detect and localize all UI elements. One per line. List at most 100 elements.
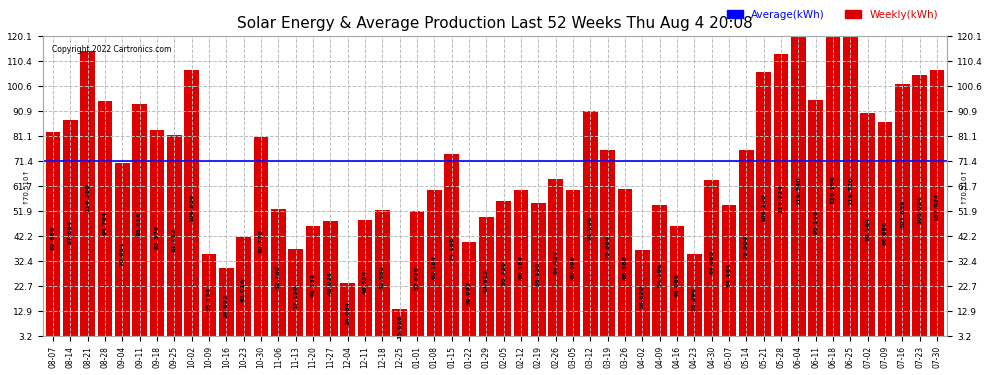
Bar <box>341 282 355 344</box>
Text: 60.096: 60.096 <box>570 255 575 279</box>
Bar <box>253 137 268 344</box>
Text: 37.120: 37.120 <box>293 285 298 309</box>
Text: 46.132: 46.132 <box>311 273 316 297</box>
Bar <box>895 84 910 344</box>
Text: 24.084: 24.084 <box>346 302 350 326</box>
Bar <box>63 120 77 344</box>
Text: 105.024: 105.024 <box>917 195 923 224</box>
Bar <box>548 179 563 344</box>
Bar <box>860 113 875 344</box>
Text: 83.576: 83.576 <box>154 225 159 249</box>
Bar <box>583 111 598 344</box>
Text: 54.464: 54.464 <box>727 262 732 286</box>
Bar <box>479 217 494 344</box>
Text: 60.388: 60.388 <box>623 255 628 279</box>
Text: 74.188: 74.188 <box>449 237 454 261</box>
Bar <box>565 190 580 344</box>
Bar <box>237 237 251 344</box>
Text: 120.100: 120.100 <box>831 176 836 204</box>
Bar <box>115 163 130 344</box>
Bar <box>635 250 649 344</box>
Text: 95.148: 95.148 <box>813 210 818 234</box>
Text: ↑70.510↑: ↑70.510↑ <box>23 168 29 204</box>
Title: Solar Energy & Average Production Last 52 Weeks Thu Aug 4 20:08: Solar Energy & Average Production Last 5… <box>238 16 752 31</box>
Text: 49.812: 49.812 <box>484 268 489 292</box>
Bar <box>913 75 927 344</box>
Text: 82.880: 82.880 <box>50 226 55 250</box>
Text: 90.164: 90.164 <box>865 217 870 241</box>
Bar <box>809 100 823 344</box>
Bar <box>202 254 217 344</box>
Text: 35.296: 35.296 <box>692 287 697 311</box>
Bar <box>80 51 95 344</box>
Bar <box>46 132 60 344</box>
Bar <box>531 203 545 344</box>
Text: 114.280: 114.280 <box>85 183 90 212</box>
Bar <box>271 209 286 344</box>
Bar <box>843 38 857 344</box>
Text: 93.816: 93.816 <box>138 212 143 236</box>
Bar <box>98 102 112 344</box>
Text: 60.184: 60.184 <box>519 255 524 279</box>
Text: 70.664: 70.664 <box>120 242 125 266</box>
Bar <box>878 122 892 344</box>
Bar <box>756 72 771 344</box>
Text: 87.664: 87.664 <box>67 220 73 244</box>
Text: 81.712: 81.712 <box>172 227 177 252</box>
Text: Copyright 2022 Cartronics.com: Copyright 2022 Cartronics.com <box>51 45 171 54</box>
Bar <box>357 220 372 344</box>
Text: 107.024: 107.024 <box>935 193 940 221</box>
Bar <box>618 189 633 344</box>
Text: 52.552: 52.552 <box>380 265 385 289</box>
Text: ↑70.510↑: ↑70.510↑ <box>961 168 967 204</box>
Text: 52.028: 52.028 <box>415 266 420 290</box>
Bar <box>167 135 181 344</box>
Bar <box>722 205 737 344</box>
Bar <box>930 70 944 344</box>
Text: 119.720: 119.720 <box>847 177 852 205</box>
Bar <box>652 206 667 344</box>
Text: 75.864: 75.864 <box>605 235 610 259</box>
Bar <box>219 268 234 344</box>
Bar <box>600 150 615 344</box>
Bar <box>375 210 390 344</box>
Text: 48.024: 48.024 <box>328 271 333 295</box>
Text: 86.880: 86.880 <box>882 221 888 245</box>
Text: 42.016: 42.016 <box>242 278 247 303</box>
Bar <box>773 54 788 344</box>
Bar <box>826 36 841 344</box>
Text: 94.704: 94.704 <box>102 211 108 235</box>
Bar <box>461 242 476 344</box>
Bar <box>514 190 529 344</box>
Text: 35.124: 35.124 <box>207 287 212 311</box>
Bar <box>669 226 684 344</box>
Text: 91.096: 91.096 <box>588 216 593 240</box>
Bar <box>739 150 753 344</box>
Text: 64.424: 64.424 <box>553 250 558 274</box>
Text: 46.088: 46.088 <box>674 273 679 297</box>
Text: 80.776: 80.776 <box>258 229 263 253</box>
Bar <box>704 180 719 344</box>
Text: 113.224: 113.224 <box>778 185 783 213</box>
Text: 29.892: 29.892 <box>224 294 229 318</box>
Bar <box>427 190 442 344</box>
Text: 36.820: 36.820 <box>640 285 644 309</box>
Text: 52.760: 52.760 <box>276 265 281 289</box>
Text: 55.720: 55.720 <box>501 261 506 285</box>
Text: 13.828: 13.828 <box>397 314 402 339</box>
Text: 101.656: 101.656 <box>900 200 905 228</box>
Text: 60.184: 60.184 <box>432 255 437 279</box>
Bar <box>149 130 164 344</box>
Bar <box>184 70 199 344</box>
Bar <box>445 154 459 344</box>
Bar <box>410 211 425 344</box>
Text: 75.904: 75.904 <box>743 235 748 259</box>
Text: 54.196: 54.196 <box>657 263 662 287</box>
Bar <box>288 249 303 344</box>
Text: 106.100: 106.100 <box>761 194 766 222</box>
Bar <box>496 201 511 344</box>
Text: 106.836: 106.836 <box>189 193 194 222</box>
Text: 39.992: 39.992 <box>466 281 471 305</box>
Bar <box>306 226 321 344</box>
Text: 55.120: 55.120 <box>536 262 541 286</box>
